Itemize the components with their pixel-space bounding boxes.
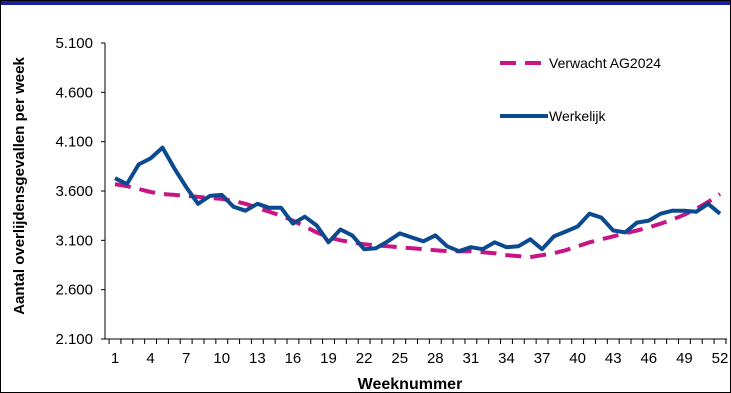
x-tick-label: 43 xyxy=(605,350,622,367)
y-ticks: 2.100 2.600 3.100 3.600 4.100 4.600 5.100 xyxy=(55,35,105,348)
frame-top-bar xyxy=(0,0,731,5)
x-tick-label: 25 xyxy=(391,350,408,367)
y-tick-label: 2.600 xyxy=(55,282,93,299)
x-tick-label: 46 xyxy=(640,350,657,367)
y-tick-label: 3.100 xyxy=(55,232,93,249)
y-tick-label: 2.100 xyxy=(55,331,93,348)
x-tick-label: 10 xyxy=(213,350,230,367)
y-axis-label: Aantal overlijdensgevallen per week xyxy=(11,57,28,315)
y-tick-label: 3.600 xyxy=(55,183,93,200)
x-tick-label: 37 xyxy=(534,350,551,367)
series-line-werkelijk xyxy=(114,145,722,254)
x-tick-label: 31 xyxy=(463,350,480,367)
x-tick-label: 52 xyxy=(712,350,729,367)
x-tick-label: 49 xyxy=(676,350,693,367)
series-lines xyxy=(114,145,722,260)
y-tick-label: 4.100 xyxy=(55,134,93,151)
x-tick-label: 1 xyxy=(111,350,119,367)
x-axis-label: Weeknummer xyxy=(358,376,463,393)
x-tick-label: 19 xyxy=(320,350,337,367)
x-tick-label: 4 xyxy=(146,350,154,367)
y-tick-label: 5.100 xyxy=(55,35,93,52)
series-line-verwacht xyxy=(114,182,722,260)
x-tick-label: 40 xyxy=(569,350,586,367)
x-tick-label: 22 xyxy=(356,350,373,367)
y-tick-label: 4.600 xyxy=(55,84,93,101)
legend-label-verwacht: Verwacht AG2024 xyxy=(549,55,661,71)
x-tick-label: 34 xyxy=(498,350,515,367)
x-tick-label: 7 xyxy=(182,350,190,367)
x-ticks: 1 4 7 10 13 16 19 22 25 28 31 34 37 40 43 46 49 52 xyxy=(108,339,729,367)
legend: Verwacht AG2024 Werkelijk xyxy=(500,55,661,124)
x-tick-label: 28 xyxy=(427,350,444,367)
legend-label-werkelijk: Werkelijk xyxy=(549,108,607,124)
x-tick-label: 13 xyxy=(249,350,266,367)
x-tick-label: 16 xyxy=(285,350,302,367)
